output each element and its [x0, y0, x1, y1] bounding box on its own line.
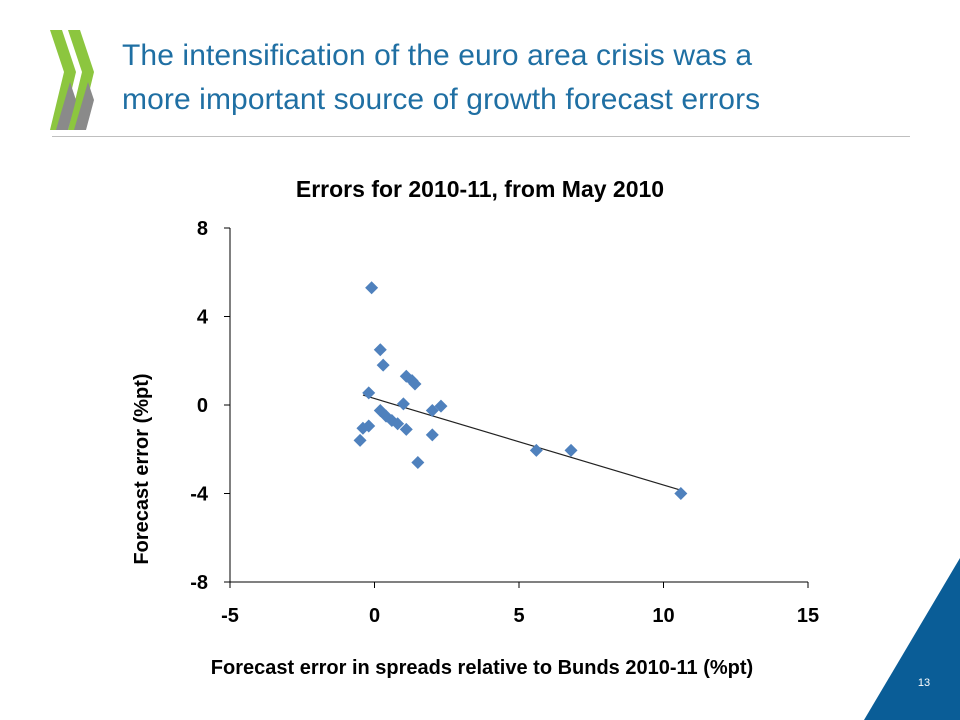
data-point	[564, 443, 578, 457]
logo-gray-chevron	[56, 82, 76, 130]
logo-green-chevron	[50, 30, 76, 130]
scatter-points	[353, 281, 688, 500]
data-point	[373, 343, 387, 357]
page-number: 13	[917, 677, 931, 689]
data-point	[391, 417, 405, 431]
logo-gray-chevron	[74, 82, 94, 130]
oecd-chevrons-logo-icon	[50, 30, 94, 130]
title-divider	[52, 136, 910, 137]
data-point	[353, 433, 367, 447]
trendline-group	[362, 394, 682, 491]
y-tick-label: -8	[190, 572, 208, 594]
x-axis-label: Forecast error in spreads relative to Bu…	[211, 657, 753, 679]
data-point	[376, 358, 390, 372]
y-tick-label: -4	[190, 484, 209, 506]
y-tick-label: 4	[197, 307, 209, 329]
chart-axes: -8 -4 0 4 8 -5 0 5 10 15	[190, 218, 819, 627]
x-tick-label: 15	[797, 605, 819, 627]
data-point	[365, 281, 379, 295]
data-point	[529, 443, 543, 457]
data-point	[356, 421, 370, 435]
data-point	[362, 386, 376, 400]
y-tick-label: 0	[197, 395, 208, 417]
trendline	[362, 394, 682, 491]
chart-title: Errors for 2010-11, from May 2010	[296, 176, 664, 202]
data-point	[674, 487, 688, 500]
corner-triangle	[864, 558, 960, 720]
y-tick-label: 8	[197, 218, 208, 240]
data-point	[399, 422, 413, 436]
y-axis-label: Forecast error (%pt)	[131, 373, 153, 564]
data-point	[425, 428, 439, 442]
data-point	[408, 377, 422, 391]
x-tick-label: -5	[221, 605, 239, 627]
slide-title: The intensification of the euro area cri…	[122, 39, 761, 116]
x-tick-label: 5	[513, 605, 524, 627]
data-point	[396, 397, 410, 411]
data-point	[434, 399, 448, 413]
data-point	[411, 456, 425, 470]
data-point	[425, 404, 439, 418]
x-tick-label: 10	[652, 605, 674, 627]
x-tick-label: 0	[369, 605, 380, 627]
